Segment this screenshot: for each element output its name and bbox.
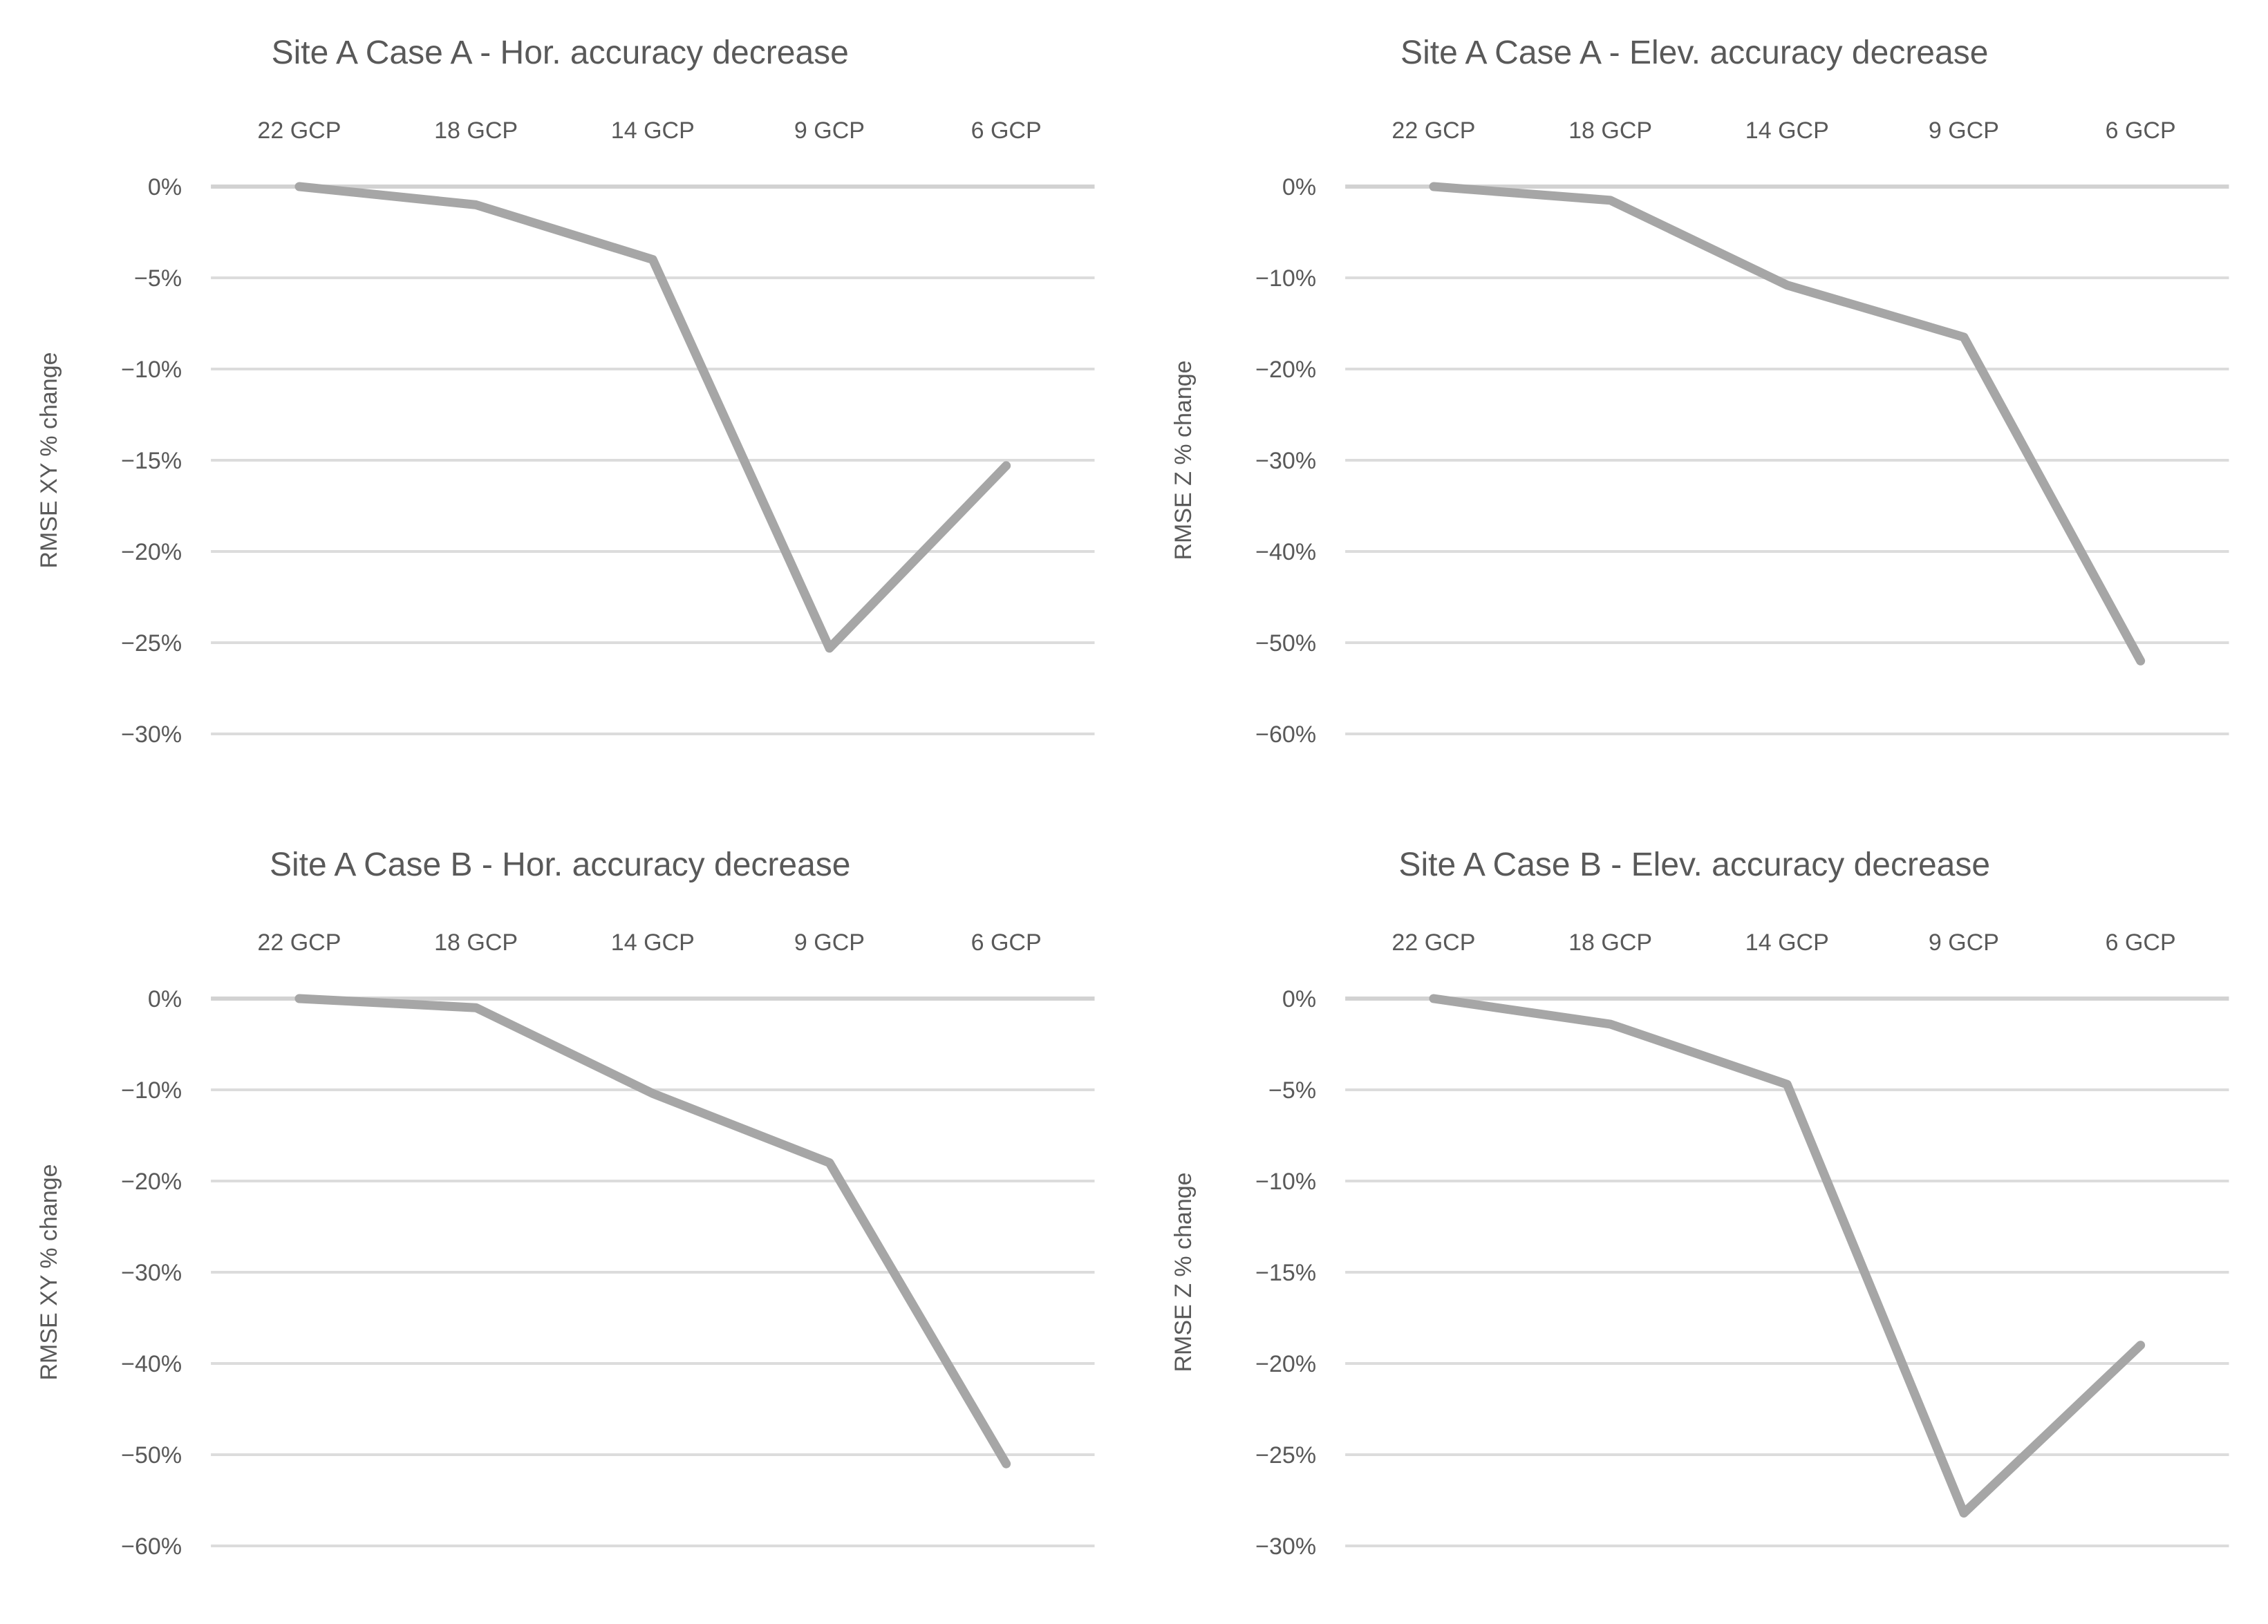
x-tick-label: 6 GCP [971, 929, 1042, 956]
y-tick-label: −40% [121, 1351, 182, 1377]
chart-title: Site A Case A - Elev. accuracy decrease [1400, 35, 1988, 71]
y-tick-label: −40% [1255, 539, 1316, 565]
chart-canvas: 0% −10% −20% −30% −40% −50% −60% 22 GCP 18 GCP 14… [1170, 35, 2229, 748]
x-tick-label: 6 GCP [971, 117, 1042, 144]
x-tick-label: 6 GCP [2105, 117, 2175, 144]
y-tick-label: −15% [1255, 1260, 1316, 1286]
y-tick-label: −30% [121, 721, 182, 748]
x-tick-label: 22 GCP [257, 117, 341, 144]
y-tick-label: −60% [1255, 721, 1316, 748]
chart-canvas: 0% −10% −20% −30% −40% −50% −60% 22 GCP 18 GCP 14… [36, 847, 1095, 1560]
x-tick-label: 14 GCP [1745, 117, 1828, 144]
y-tick-label: −60% [121, 1533, 182, 1560]
y-tick-label: −20% [1255, 357, 1316, 383]
x-tick-label: 14 GCP [611, 929, 695, 956]
x-tick-label: 9 GCP [1928, 117, 1998, 144]
y-axis-title: RMSE Z % change [1170, 360, 1197, 560]
chart-site-a-case-a-elev: 0% −10% −20% −30% −40% −50% −60% 22 GCP 18 GCP 14… [1134, 0, 2268, 812]
x-tick-label: 9 GCP [794, 117, 865, 144]
chart-title: Site A Case B - Elev. accuracy decrease [1398, 847, 1990, 883]
y-tick-label: 0% [148, 174, 182, 200]
data-line [1428, 182, 2145, 665]
chart-canvas: 0% −5% −10% −15% −20% −25% −30% 22 GCP 18 GCP 14 … [1170, 847, 2229, 1560]
x-tick-label: 18 GCP [434, 929, 518, 956]
x-tick-label: 14 GCP [1745, 929, 1828, 956]
y-tick-label: 0% [148, 986, 182, 1012]
y-tick-label: −25% [1255, 1442, 1316, 1469]
y-tick-label: −20% [121, 1169, 182, 1195]
chart-canvas: 0% −5% −10% −15% −20% −25% −30% 22 GCP 18 GCP 14 … [36, 35, 1095, 748]
y-tick-label: −25% [121, 630, 182, 657]
y-tick-label: −30% [1255, 448, 1316, 474]
y-tick-label: −10% [121, 1077, 182, 1104]
x-tick-label: 22 GCP [1391, 117, 1475, 144]
y-axis-title: RMSE XY % change [36, 352, 62, 568]
y-tick-label: −15% [121, 448, 182, 474]
y-tick-label: −30% [121, 1260, 182, 1286]
y-tick-label: −20% [1255, 1351, 1316, 1377]
x-tick-label: 18 GCP [434, 117, 518, 144]
x-tick-label: 18 GCP [1568, 929, 1652, 956]
y-axis-title: RMSE XY % change [36, 1164, 62, 1380]
y-tick-label: 0% [1282, 986, 1315, 1012]
y-tick-label: −5% [1268, 1077, 1316, 1104]
x-tick-label: 9 GCP [1928, 929, 1998, 956]
y-tick-label: −30% [1255, 1533, 1316, 1560]
chart-site-a-case-a-hor: 0% −5% −10% −15% −20% −25% −30% 22 GCP 18 GCP 14 … [0, 0, 1134, 812]
x-tick-label: 9 GCP [794, 929, 865, 956]
y-tick-label: −10% [121, 357, 182, 383]
x-tick-label: 22 GCP [257, 929, 341, 956]
chart-site-a-case-b-hor: 0% −10% −20% −30% −40% −50% −60% 22 GCP 18 GCP 14… [0, 812, 1134, 1624]
y-tick-label: −50% [1255, 630, 1316, 657]
chart-title: Site A Case A - Hor. accuracy decrease [272, 35, 849, 71]
y-tick-label: −50% [121, 1442, 182, 1469]
data-line [1428, 994, 2145, 1518]
x-tick-label: 22 GCP [1391, 929, 1475, 956]
y-tick-label: −20% [121, 539, 182, 565]
chart-title: Site A Case B - Hor. accuracy decrease [270, 847, 851, 883]
x-tick-label: 6 GCP [2105, 929, 2175, 956]
x-tick-label: 14 GCP [611, 117, 695, 144]
data-line [294, 994, 1011, 1469]
y-tick-label: 0% [1282, 174, 1315, 200]
x-tick-label: 18 GCP [1568, 117, 1652, 144]
y-tick-label: −10% [1255, 1169, 1316, 1195]
y-axis-title: RMSE Z % change [1170, 1172, 1197, 1372]
y-tick-label: −5% [134, 265, 182, 292]
chart-site-a-case-b-elev: 0% −5% −10% −15% −20% −25% −30% 22 GCP 18 GCP 14 … [1134, 812, 2268, 1624]
data-line [294, 182, 1011, 653]
y-tick-label: −10% [1255, 265, 1316, 292]
